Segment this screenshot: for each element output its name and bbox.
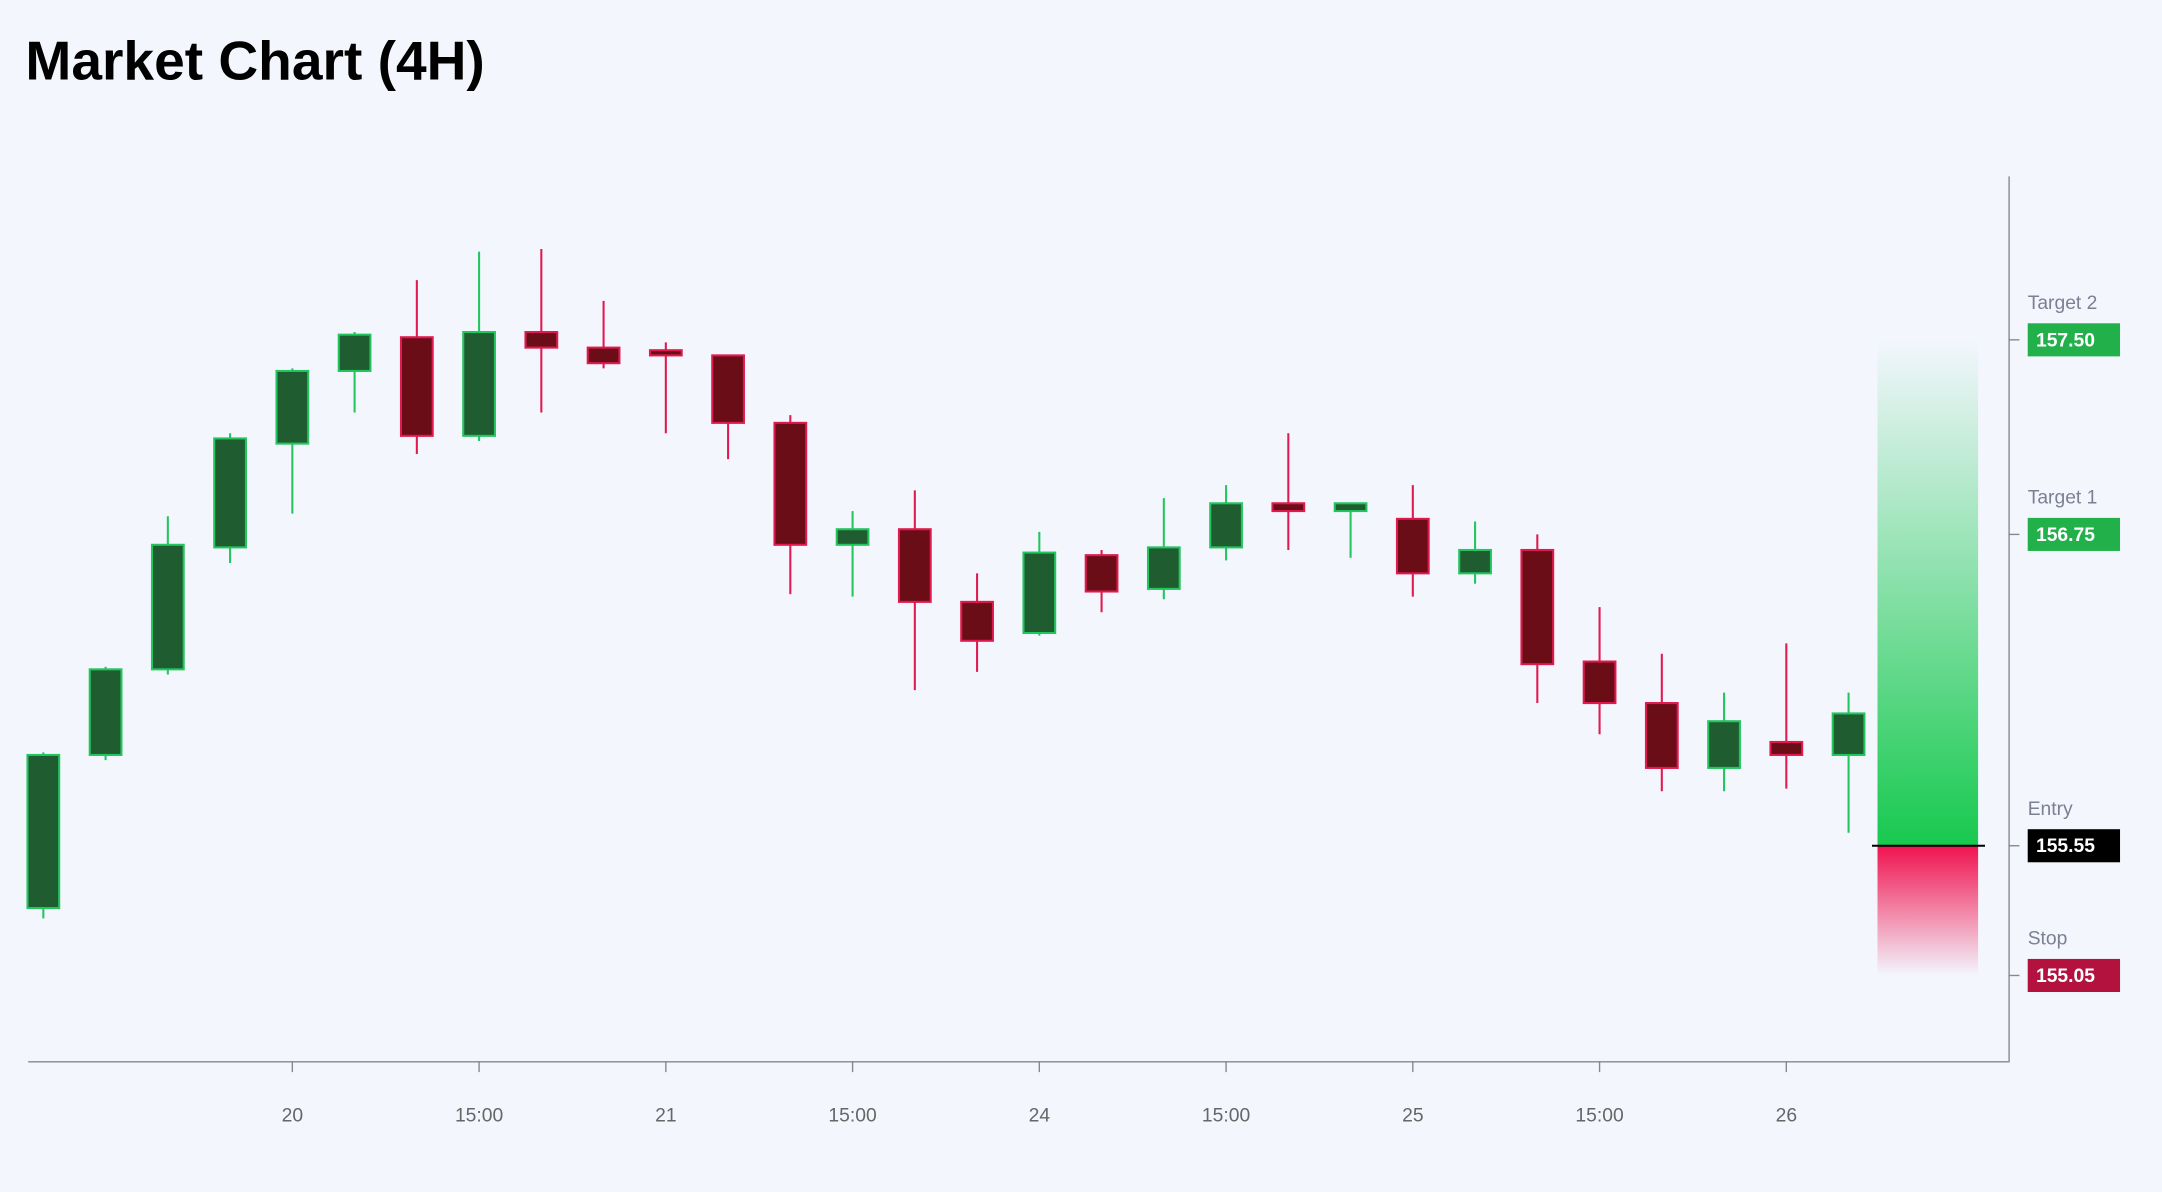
level-badge [2027, 517, 2121, 551]
candle-body [524, 331, 559, 349]
x-tick-label: 20 [282, 1105, 303, 1126]
candle-body [960, 600, 994, 642]
candle-body [275, 369, 310, 445]
level-value: 155.05 [2036, 966, 2095, 987]
candle-body [773, 421, 808, 546]
x-tick-label: 15:00 [455, 1105, 503, 1126]
candle-body [1146, 546, 1181, 590]
candle-body [1520, 548, 1555, 666]
candle-body [1333, 502, 1368, 513]
candle-body [1582, 660, 1617, 705]
profit-zone [1877, 339, 1979, 846]
x-tick-label: 24 [1029, 1105, 1051, 1126]
candle-body [835, 528, 870, 546]
chart-title: Market Chart (4H) [25, 29, 484, 91]
x-tick-label: 26 [1776, 1105, 1797, 1126]
candle-body [1831, 712, 1866, 756]
candle-body [648, 349, 683, 357]
level-name: Stop [2028, 929, 2068, 950]
candle-body [1084, 554, 1119, 593]
candle-body [88, 668, 123, 756]
candle-body [1769, 740, 1804, 756]
candle-body [897, 528, 932, 603]
x-tick-label: 21 [655, 1105, 676, 1126]
candle-body [1395, 517, 1430, 575]
level-name: Entry [2028, 799, 2073, 820]
candle-body [1209, 502, 1243, 549]
candle-body [1707, 720, 1741, 769]
candle-body [462, 331, 496, 437]
candle-body [1458, 548, 1492, 575]
candle-body [213, 437, 247, 549]
x-tick-label: 15:00 [828, 1105, 876, 1126]
level-name: Target 1 [2028, 488, 2098, 509]
level-value: 156.75 [2036, 525, 2095, 546]
candle-body [586, 346, 621, 365]
candle-body [150, 543, 185, 671]
level-badge [2027, 958, 2121, 993]
level-value: 157.50 [2036, 330, 2095, 351]
level-badge [2027, 829, 2121, 863]
candle-body [399, 336, 434, 437]
x-tick-label: 15:00 [1575, 1105, 1623, 1126]
candle-body [711, 354, 745, 424]
x-tick-label: 15:00 [1202, 1105, 1250, 1126]
candle-body [1271, 502, 1306, 513]
candle-body [1644, 702, 1679, 769]
loss-zone [1877, 845, 1979, 976]
level-badge [2027, 323, 2121, 357]
candle-body [26, 753, 61, 910]
candle-body [1022, 551, 1057, 635]
candle-body [337, 333, 372, 373]
level-name: Target 2 [2028, 293, 2098, 314]
level-value: 155.55 [2036, 836, 2095, 857]
x-tick-label: 25 [1402, 1105, 1423, 1126]
